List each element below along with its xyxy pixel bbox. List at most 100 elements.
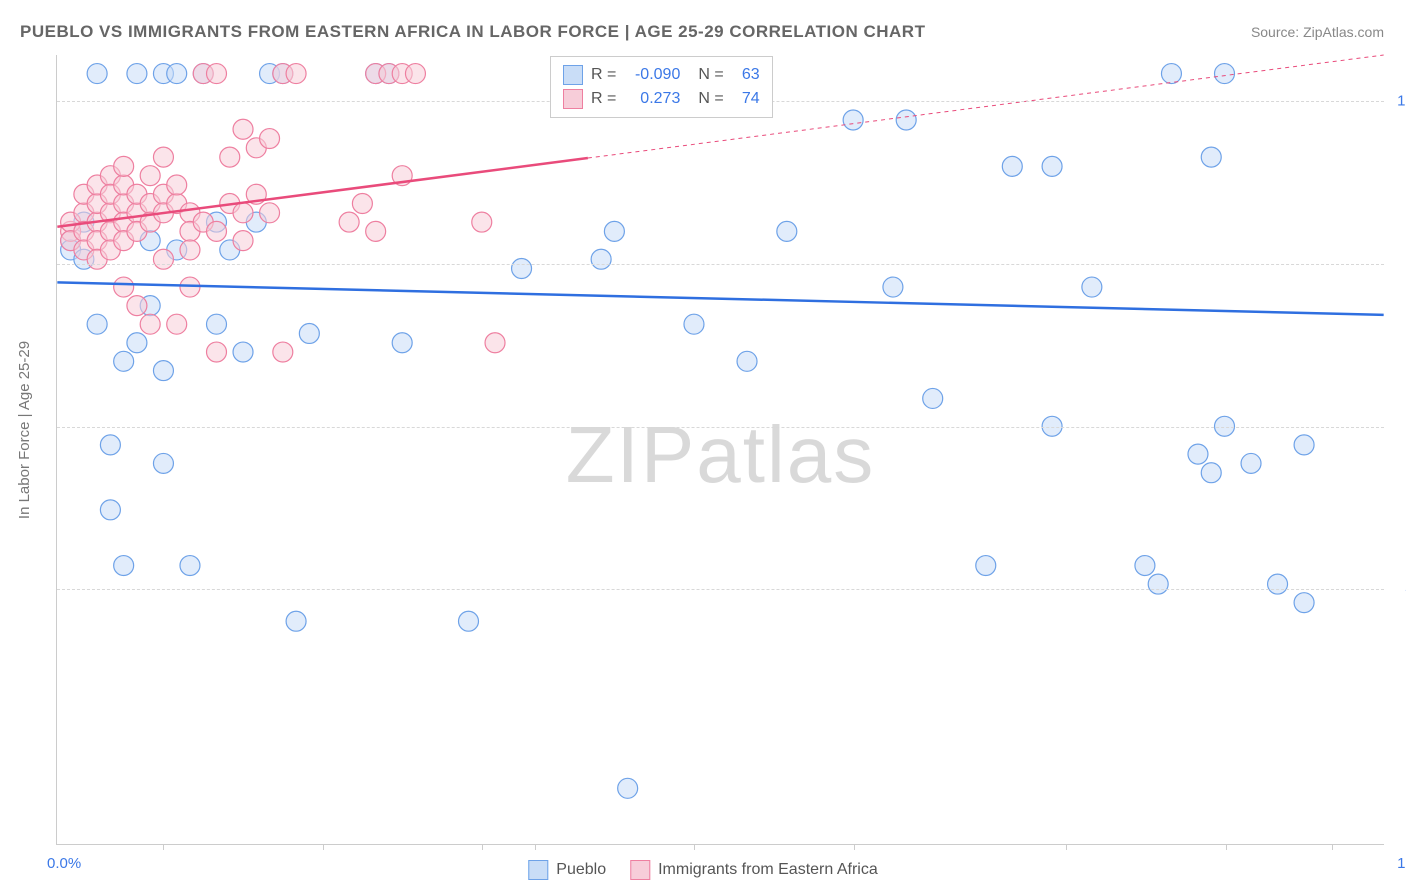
scatter-point [1148, 574, 1168, 594]
scatter-point [273, 342, 293, 362]
scatter-point [843, 110, 863, 130]
source-link[interactable]: ZipAtlas.com [1303, 24, 1384, 40]
scatter-point [114, 277, 134, 297]
y-tick-label: 82.5% [1392, 256, 1406, 273]
scatter-point [180, 240, 200, 260]
series-legend: Pueblo Immigrants from Eastern Africa [528, 860, 877, 880]
scatter-point [591, 249, 611, 269]
legend-n-label: N = [698, 87, 723, 111]
scatter-point [114, 556, 134, 576]
scatter-point [233, 231, 253, 251]
source-label: Source: [1251, 24, 1299, 40]
legend-swatch [563, 89, 583, 109]
scatter-point [207, 64, 227, 84]
scatter-point [153, 453, 173, 473]
chart-title: PUEBLO VS IMMIGRANTS FROM EASTERN AFRICA… [20, 22, 925, 42]
legend-row: R = 0.273 N = 74 [563, 87, 760, 111]
legend-r-value: -0.090 [624, 63, 680, 87]
y-tick-label: 65.0% [1392, 418, 1406, 435]
scatter-point [127, 296, 147, 316]
scatter-point [153, 361, 173, 381]
scatter-point [1215, 64, 1235, 84]
gridline-h [57, 589, 1384, 590]
legend-n-value: 74 [732, 87, 760, 111]
scatter-point [299, 323, 319, 343]
scatter-point [366, 221, 386, 241]
legend-swatch [563, 65, 583, 85]
x-tick [1332, 844, 1333, 850]
scatter-point [207, 314, 227, 334]
scatter-point [233, 203, 253, 223]
x-tick [163, 844, 164, 850]
plot-svg [57, 55, 1384, 844]
scatter-point [405, 64, 425, 84]
scatter-point [1082, 277, 1102, 297]
scatter-point [220, 147, 240, 167]
scatter-point [153, 147, 173, 167]
legend-r-label: R = [591, 63, 616, 87]
scatter-point [976, 556, 996, 576]
y-axis-title: In Labor Force | Age 25-29 [16, 341, 33, 519]
y-tick-label: 100.0% [1392, 93, 1406, 110]
legend-swatch [630, 860, 650, 880]
legend-row: R = -0.090 N = 63 [563, 63, 760, 87]
legend-n-value: 63 [732, 63, 760, 87]
gridline-h [57, 264, 1384, 265]
scatter-point [1002, 156, 1022, 176]
scatter-point [392, 333, 412, 353]
legend-swatch [528, 860, 548, 880]
scatter-point [260, 203, 280, 223]
scatter-point [167, 314, 187, 334]
scatter-point [339, 212, 359, 232]
scatter-point [1201, 463, 1221, 483]
scatter-point [618, 778, 638, 798]
scatter-point [140, 166, 160, 186]
scatter-point [100, 500, 120, 520]
x-tick [1066, 844, 1067, 850]
legend-n-label: N = [698, 63, 723, 87]
scatter-point [1201, 147, 1221, 167]
scatter-point [233, 119, 253, 139]
scatter-point [1161, 64, 1181, 84]
bottom-legend-item: Pueblo [528, 860, 606, 880]
scatter-point [87, 314, 107, 334]
bottom-legend-label: Immigrants from Eastern Africa [658, 861, 878, 879]
scatter-point [896, 110, 916, 130]
scatter-point [207, 342, 227, 362]
scatter-point [286, 611, 306, 631]
x-tick [482, 844, 483, 850]
scatter-point [127, 333, 147, 353]
scatter-point [260, 129, 280, 149]
scatter-point [233, 342, 253, 362]
scatter-point [883, 277, 903, 297]
scatter-point [604, 221, 624, 241]
scatter-point [1135, 556, 1155, 576]
x-axis-min-label: 0.0% [47, 855, 81, 872]
scatter-point [1294, 593, 1314, 613]
x-tick [854, 844, 855, 850]
scatter-point [777, 221, 797, 241]
scatter-point [127, 64, 147, 84]
source-attribution: Source: ZipAtlas.com [1251, 24, 1384, 40]
scatter-point [1294, 435, 1314, 455]
scatter-point [207, 221, 227, 241]
plot-area: ZIPatlas 47.5%65.0%82.5%100.0%0.0%100.0% [56, 55, 1384, 845]
gridline-h [57, 427, 1384, 428]
bottom-legend-item: Immigrants from Eastern Africa [630, 860, 878, 880]
legend-r-label: R = [591, 87, 616, 111]
y-tick-label: 47.5% [1392, 581, 1406, 598]
x-tick [1226, 844, 1227, 850]
x-tick [535, 844, 536, 850]
scatter-point [153, 249, 173, 269]
legend-r-value: 0.273 [624, 87, 680, 111]
scatter-point [286, 64, 306, 84]
x-tick [323, 844, 324, 850]
scatter-point [472, 212, 492, 232]
scatter-point [87, 64, 107, 84]
scatter-point [1042, 156, 1062, 176]
scatter-point [100, 435, 120, 455]
scatter-point [923, 388, 943, 408]
scatter-point [459, 611, 479, 631]
scatter-point [1188, 444, 1208, 464]
scatter-point [180, 556, 200, 576]
